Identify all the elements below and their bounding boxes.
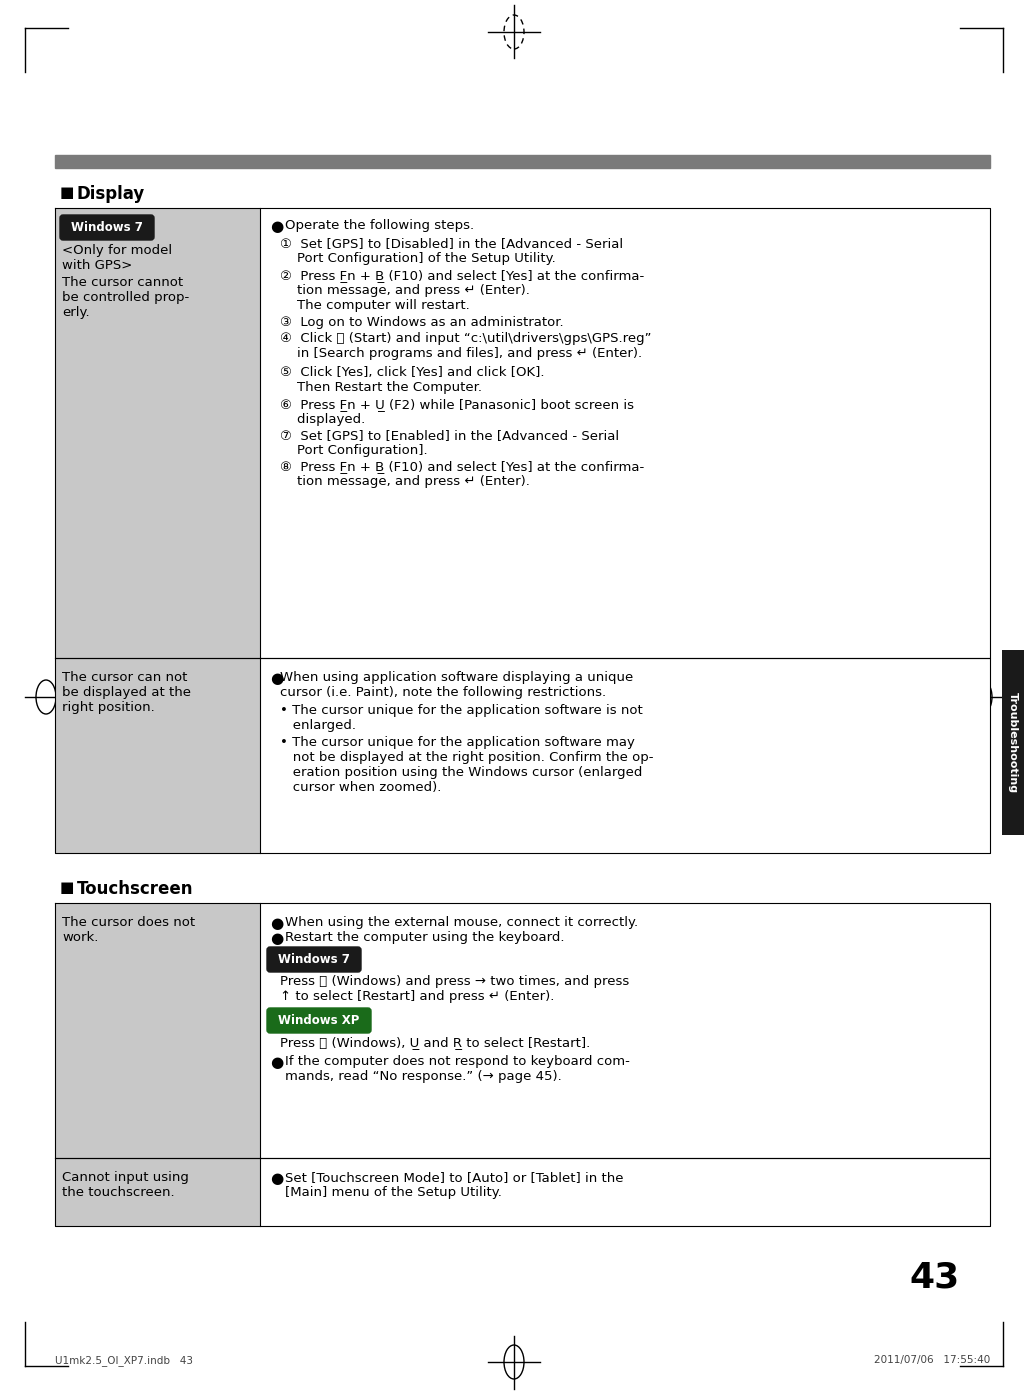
Text: The cursor does not: The cursor does not — [62, 916, 195, 928]
Text: with GPS>: with GPS> — [62, 259, 133, 272]
Text: ⑦  Set [GPS] to [Enabled] in the [Advanced - Serial: ⑦ Set [GPS] to [Enabled] in the [Advance… — [280, 429, 619, 442]
Text: eration position using the Windows cursor (enlarged: eration position using the Windows curso… — [280, 765, 642, 779]
Text: Windows 7: Windows 7 — [71, 222, 143, 234]
Text: The computer will restart.: The computer will restart. — [280, 298, 470, 312]
FancyBboxPatch shape — [267, 1008, 371, 1033]
Text: cursor (i.e. Paint), note the following restrictions.: cursor (i.e. Paint), note the following … — [280, 686, 607, 698]
Text: 2011/07/06   17:55:40: 2011/07/06 17:55:40 — [874, 1355, 990, 1365]
Text: • The cursor unique for the application software is not: • The cursor unique for the application … — [280, 704, 642, 717]
Text: displayed.: displayed. — [280, 413, 365, 427]
Text: erly.: erly. — [62, 307, 89, 319]
Text: mands, read “No response.” (→ page 45).: mands, read “No response.” (→ page 45). — [285, 1071, 561, 1083]
Text: Troubleshooting: Troubleshooting — [1008, 691, 1018, 793]
Text: ↑ to select [Restart] and press ↵ (Enter).: ↑ to select [Restart] and press ↵ (Enter… — [280, 990, 554, 1004]
Text: Touchscreen: Touchscreen — [77, 880, 193, 898]
Text: tion message, and press ↵ (Enter).: tion message, and press ↵ (Enter). — [280, 475, 529, 488]
Text: not be displayed at the right position. Confirm the op-: not be displayed at the right position. … — [280, 751, 654, 764]
Text: ⑧  Press F̲n + B̲ (F10) and select [Yes] at the confirma-: ⑧ Press F̲n + B̲ (F10) and select [Yes] … — [280, 460, 645, 473]
Text: If the computer does not respond to keyboard com-: If the computer does not respond to keyb… — [285, 1055, 630, 1068]
Text: The cursor cannot: The cursor cannot — [62, 276, 183, 289]
Bar — [56, 903, 260, 1158]
Bar — [56, 1158, 260, 1225]
Text: the touchscreen.: the touchscreen. — [62, 1186, 175, 1199]
Text: work.: work. — [62, 931, 99, 944]
Text: ■: ■ — [60, 185, 74, 199]
FancyBboxPatch shape — [60, 215, 154, 240]
Text: in [Search programs and files], and press ↵ (Enter).: in [Search programs and files], and pres… — [280, 347, 642, 360]
Text: ●: ● — [270, 1055, 284, 1071]
Text: ■: ■ — [60, 880, 74, 895]
Bar — [56, 208, 260, 658]
Text: ⑥  Press F̲n + U̲ (F2) while [Panasonic] boot screen is: ⑥ Press F̲n + U̲ (F2) while [Panasonic] … — [280, 399, 634, 411]
Text: When using the external mouse, connect it correctly.: When using the external mouse, connect i… — [285, 916, 638, 928]
Bar — [260, 1158, 990, 1225]
Text: The cursor can not: The cursor can not — [62, 671, 187, 684]
Text: ●: ● — [270, 916, 284, 931]
Text: be controlled prop-: be controlled prop- — [62, 291, 189, 304]
Text: ●: ● — [270, 671, 284, 686]
Text: Operate the following steps.: Operate the following steps. — [285, 219, 474, 231]
Bar — [56, 658, 260, 853]
Text: ③  Log on to Windows as an administrator.: ③ Log on to Windows as an administrator. — [280, 316, 563, 329]
Text: Display: Display — [77, 185, 145, 204]
Text: Restart the computer using the keyboard.: Restart the computer using the keyboard. — [285, 931, 564, 944]
Text: enlarged.: enlarged. — [280, 719, 356, 732]
Text: cursor when zoomed).: cursor when zoomed). — [280, 781, 441, 795]
Text: Then Restart the Computer.: Then Restart the Computer. — [280, 381, 482, 395]
Text: Windows 7: Windows 7 — [278, 953, 350, 966]
Text: ●: ● — [270, 219, 284, 234]
Text: U1mk2.5_OI_XP7.indb   43: U1mk2.5_OI_XP7.indb 43 — [56, 1355, 193, 1366]
Text: <Only for model: <Only for model — [62, 244, 172, 256]
Text: ④  Click Ⓢ (Start) and input “c:\util\drivers\gps\GPS.reg”: ④ Click Ⓢ (Start) and input “c:\util\dri… — [280, 332, 652, 344]
Text: Port Configuration].: Port Configuration]. — [280, 445, 428, 457]
Text: Cannot input using: Cannot input using — [62, 1171, 189, 1184]
Text: [Main] menu of the Setup Utility.: [Main] menu of the Setup Utility. — [285, 1186, 502, 1199]
Text: Windows XP: Windows XP — [279, 1013, 360, 1027]
Text: 43: 43 — [910, 1260, 960, 1294]
Text: Press Ⓢ (Windows), U̲ and R̲ to select [Restart].: Press Ⓢ (Windows), U̲ and R̲ to select [… — [280, 1036, 590, 1050]
Text: be displayed at the: be displayed at the — [62, 686, 191, 698]
Bar — [1002, 650, 1024, 835]
Text: ●: ● — [270, 931, 284, 947]
Bar — [260, 903, 990, 1158]
Text: When using application software displaying a unique: When using application software displayi… — [280, 671, 633, 684]
Text: ●: ● — [270, 1171, 284, 1186]
Text: ①  Set [GPS] to [Disabled] in the [Advanced - Serial: ① Set [GPS] to [Disabled] in the [Advanc… — [280, 237, 623, 250]
Bar — [56, 155, 990, 169]
Text: ⑤  Click [Yes], click [Yes] and click [OK].: ⑤ Click [Yes], click [Yes] and click [OK… — [280, 367, 545, 379]
Text: Press Ⓢ (Windows) and press → two times, and press: Press Ⓢ (Windows) and press → two times,… — [280, 974, 629, 988]
Bar — [260, 658, 990, 853]
Text: right position.: right position. — [62, 701, 155, 714]
Text: Set [Touchscreen Mode] to [Auto] or [Tablet] in the: Set [Touchscreen Mode] to [Auto] or [Tab… — [285, 1171, 624, 1184]
Text: • The cursor unique for the application software may: • The cursor unique for the application … — [280, 736, 635, 749]
Bar — [260, 208, 990, 658]
Text: tion message, and press ↵ (Enter).: tion message, and press ↵ (Enter). — [280, 284, 529, 297]
Text: Port Configuration] of the Setup Utility.: Port Configuration] of the Setup Utility… — [280, 252, 556, 265]
Text: ②  Press F̲n + B̲ (F10) and select [Yes] at the confirma-: ② Press F̲n + B̲ (F10) and select [Yes] … — [280, 269, 645, 282]
FancyBboxPatch shape — [267, 947, 361, 972]
